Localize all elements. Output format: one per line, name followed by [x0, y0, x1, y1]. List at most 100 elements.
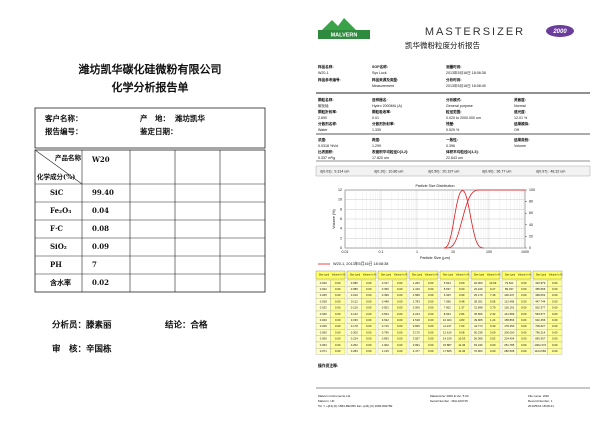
size-table-value: 2.84: [459, 312, 465, 316]
size-table-heading: Size (μm): [474, 274, 484, 277]
size-table-value: 200.000: [504, 330, 515, 334]
size-table-cell: [547, 348, 563, 355]
size-table-value: 0.00: [428, 299, 434, 303]
report-title: 化学分析报告单: [112, 80, 189, 94]
size-table-heading: Volume In %: [518, 274, 532, 277]
d-values-box: [315, 165, 591, 177]
field-value: Volume: [514, 144, 526, 148]
field-label: 灵敏度:: [513, 97, 526, 102]
size-table-value: 25.179: [474, 293, 483, 297]
size-table-heading: Volume In %: [487, 274, 501, 277]
size-table-value: 0.00: [521, 306, 527, 310]
size-table-value: 100.237: [504, 293, 515, 297]
table-header: 化学成分(%): [37, 172, 75, 181]
size-table-value: 0.09: [490, 330, 496, 334]
size-table-value: 0.00: [428, 293, 434, 297]
size-table-value: 7.962: [444, 306, 451, 310]
field-value: Water: [318, 128, 328, 132]
size-table-value: 0.00: [397, 337, 403, 341]
size-table-value: 0.00: [397, 330, 403, 334]
size-table-value: 0.00: [335, 349, 341, 353]
field-label: 结果模拟:: [513, 121, 530, 126]
size-table-value: 2.32: [490, 312, 496, 316]
field-value: 1.299: [372, 144, 381, 148]
size-table-value: 0.032: [320, 306, 327, 310]
size-table-value: 0.040: [320, 318, 327, 322]
field-label: 比表面积:: [318, 149, 334, 154]
x-tick-label: 100: [486, 250, 492, 254]
size-table-value: 0.30: [490, 324, 496, 328]
size-table-value: 0.00: [552, 312, 558, 316]
size-table-cell: [485, 348, 501, 355]
size-table-value: 8.934: [444, 312, 451, 316]
component-name: PH: [50, 260, 62, 269]
field-label: 遮光度:: [514, 109, 526, 114]
size-table-header: [346, 270, 377, 280]
y2-tick-label: 0: [529, 246, 531, 250]
size-table-value: 15.887: [443, 343, 452, 347]
size-table-cell: [454, 348, 470, 355]
size-table-value: 0.00: [335, 281, 341, 285]
x-tick-label: 1000: [521, 250, 529, 254]
size-table-value: 0.00: [397, 287, 403, 291]
size-table-value: 1.262: [413, 281, 420, 285]
field-value: 17.820 um: [372, 156, 389, 160]
component-name: SiC: [50, 188, 64, 197]
field-label: 测量时间:: [446, 64, 462, 69]
field-label: 样品名称:: [318, 64, 334, 69]
size-table-value: 0.126: [351, 306, 358, 310]
size-table-value: 0.317: [382, 281, 389, 285]
size-table-value: 11.45: [458, 343, 465, 347]
size-table-value: 141.589: [504, 312, 515, 316]
size-table-value: 0.178: [351, 324, 358, 328]
brand: MASTERSIZER: [425, 26, 525, 38]
size-table-value: 0.00: [366, 312, 372, 316]
size-table-value: 0.00: [521, 349, 527, 353]
field-label: 颗粒折射率:: [318, 109, 337, 114]
size-table-value: 2.825: [413, 324, 420, 328]
size-table-value: 0.00: [397, 324, 403, 328]
series-line: [444, 189, 525, 249]
size-table-value: 0.00: [366, 337, 372, 341]
size-table-value: 0.00: [521, 312, 527, 316]
field-label: 分散剂折射率:: [372, 121, 395, 126]
size-table-heading: Size (μm): [381, 274, 391, 277]
size-table-value: 4.477: [413, 349, 420, 353]
size-table-value: 0.00: [521, 293, 527, 297]
size-table-heading: Size (μm): [505, 274, 515, 277]
y-tick-label: 12: [338, 188, 342, 192]
footer-text: Record Number: 1: [528, 399, 553, 403]
size-table-value: 0.00: [397, 343, 403, 347]
size-table-value: 0.00: [459, 281, 465, 285]
conclusion: 结论：合格: [165, 320, 208, 331]
size-table-value: 0.00: [335, 312, 341, 316]
field-label: 体积平均粒径D[4,3]:: [445, 149, 479, 154]
size-table-value: 12.619: [443, 330, 452, 334]
y2-tick-label: 80: [529, 200, 533, 204]
size-table-value: 0.00: [490, 349, 496, 353]
size-table-value: 0.00: [428, 349, 434, 353]
footer-text: Malvern, UK: [318, 399, 335, 403]
field-value: 0.337 m²/g: [318, 156, 335, 160]
size-table-value: 3.557: [413, 337, 420, 341]
y2-tick-label: 40: [529, 223, 533, 227]
size-table-heading: Size (μm): [536, 274, 546, 277]
size-table-value: 0.022: [320, 287, 327, 291]
size-table-value: 0.036: [320, 312, 327, 316]
field-label: 一致性:: [446, 137, 458, 142]
size-table-value: 0.632: [382, 318, 389, 322]
size-table-header: [408, 270, 439, 280]
size-table-value: 10.69: [489, 281, 496, 285]
size-table-heading: Volume In %: [456, 274, 470, 277]
size-table-value: 0.00: [397, 312, 403, 316]
size-table-value: 7.03: [459, 324, 465, 328]
size-table-value: 1.783: [413, 299, 420, 303]
field-value: W20-1: [318, 71, 329, 75]
report-title: 凯华微粉粒度分析报告: [405, 40, 480, 50]
field-label: 报告编号：: [45, 126, 83, 136]
series-line: [443, 190, 484, 249]
field-value: 12.01 %: [514, 116, 528, 120]
analyst: 分析员：滕素丽: [52, 320, 112, 331]
size-table-heading: Volume In %: [394, 274, 408, 277]
y2-tick-label: 60: [529, 211, 533, 215]
